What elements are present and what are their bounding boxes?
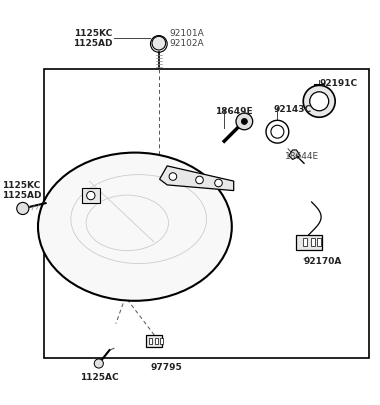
Bar [82,189,100,203]
Text: 92101A: 92101A [169,29,204,38]
Bar [296,235,322,250]
Bar [311,239,315,246]
Circle shape [303,86,335,118]
Circle shape [17,203,29,215]
Bar [303,239,307,246]
Text: 1125AD: 1125AD [73,39,112,48]
Circle shape [266,121,289,144]
Bar [160,338,163,344]
Text: 1125AD: 1125AD [2,190,41,199]
Circle shape [94,359,103,368]
Text: 1125KC: 1125KC [74,29,112,38]
Polygon shape [160,166,234,191]
Circle shape [241,119,247,125]
Text: 18644E: 18644E [285,152,319,161]
Bar [44,70,369,358]
Text: 92170A: 92170A [304,257,342,266]
Ellipse shape [38,153,232,301]
Text: 97795: 97795 [150,362,182,371]
Text: 92143C: 92143C [274,105,312,114]
Polygon shape [289,151,300,160]
Circle shape [169,173,177,181]
Bar [149,338,152,344]
Circle shape [196,177,203,184]
Text: 92191C: 92191C [319,79,357,87]
Circle shape [87,192,95,200]
Text: 1125AC: 1125AC [80,372,119,382]
Circle shape [271,126,284,139]
Bar [155,338,158,344]
Text: 1125KC: 1125KC [2,181,40,190]
Text: 92102A: 92102A [169,39,204,48]
Text: 18649E: 18649E [215,107,252,116]
Circle shape [215,180,222,188]
Bar [146,335,162,347]
Circle shape [310,93,329,111]
Circle shape [236,114,253,130]
Bar [317,239,321,246]
Circle shape [152,37,166,51]
